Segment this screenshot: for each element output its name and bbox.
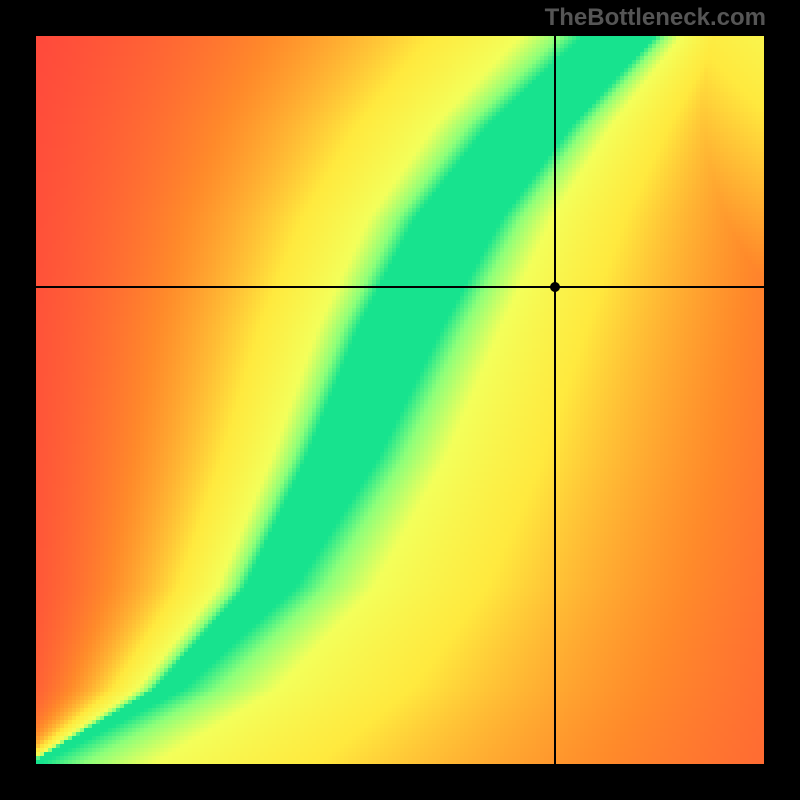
watermark-text: TheBottleneck.com [545,4,766,32]
chart-container: TheBottleneck.com [0,0,800,800]
crosshair-marker [550,282,560,292]
bottleneck-heatmap [36,36,764,764]
crosshair-horizontal [36,286,764,288]
crosshair-vertical [554,36,556,764]
